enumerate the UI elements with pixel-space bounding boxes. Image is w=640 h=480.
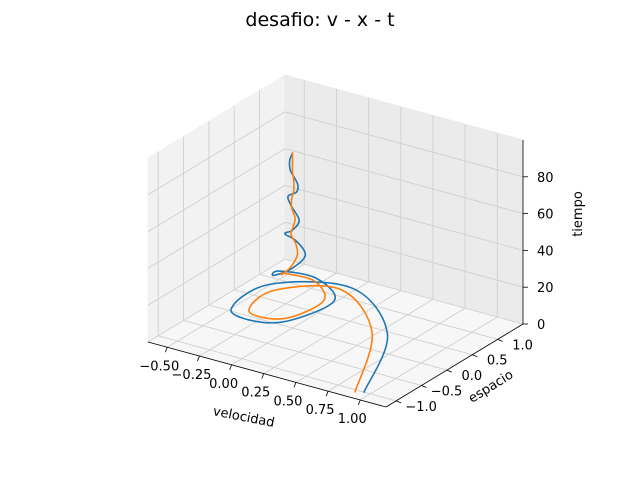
z-tick-label: 40 xyxy=(537,244,554,259)
grid-line-y-floor xyxy=(234,289,473,356)
grid-line-z-back xyxy=(284,221,524,288)
series-line-2 xyxy=(248,152,373,393)
grid-line-x-floor xyxy=(263,290,402,375)
grid-line-y-floor xyxy=(259,273,498,340)
z-tick-label: 60 xyxy=(537,208,554,223)
x-tick-mark xyxy=(357,399,361,406)
grid-line-z-left xyxy=(147,185,286,269)
x-tick-mark xyxy=(229,364,232,370)
grid-line-x-floor xyxy=(327,307,466,392)
y-tick-mark xyxy=(497,338,503,342)
grid-line-z-left xyxy=(147,148,286,232)
y-tick-mark xyxy=(395,400,402,404)
y-tick-mark xyxy=(421,385,427,388)
y-tick-mark xyxy=(446,369,453,373)
grid-line-z-back xyxy=(284,258,524,325)
grid-line-z-left xyxy=(147,111,286,196)
grid-lines xyxy=(147,80,524,402)
x-tick-label: −0.50 xyxy=(139,359,179,374)
y-tick-mark xyxy=(472,354,478,358)
series-line-1 xyxy=(230,152,389,393)
x-tick-label: −0.25 xyxy=(172,368,212,383)
z-axis-label: tiempo xyxy=(571,191,586,237)
grid-line-z-back xyxy=(284,111,524,178)
x-tick-label: 0.25 xyxy=(241,386,270,401)
x-axis-label: velocidad xyxy=(212,404,276,431)
grid-line-y-floor xyxy=(208,304,448,371)
x-tick-label: 0.00 xyxy=(209,377,238,392)
grid-line-z-back xyxy=(284,184,524,251)
grid-line-x-floor xyxy=(231,281,369,366)
x-tick-mark xyxy=(197,355,200,362)
grid-line-x-floor xyxy=(360,316,498,401)
x-tick-mark xyxy=(164,347,168,353)
x-tick-mark xyxy=(293,382,297,388)
y-tick-label: 0.5 xyxy=(487,354,508,369)
x-tick-label: 0.75 xyxy=(306,403,335,418)
grid-line-y-floor xyxy=(183,320,422,386)
grid-line-x-floor xyxy=(167,263,305,348)
grid-line-z-back xyxy=(284,148,524,215)
x-axis-line xyxy=(147,341,387,408)
y-tick-label: −0.5 xyxy=(431,384,463,399)
z-tick-label: 0 xyxy=(537,318,545,333)
x-tick-label: 1.00 xyxy=(338,412,367,427)
grid-line-z-left xyxy=(147,221,286,306)
grid-line-y-floor xyxy=(158,335,397,402)
grid-line-x-floor xyxy=(199,272,337,357)
grid-line-x-floor xyxy=(295,299,434,383)
y-tick-label: −1.0 xyxy=(405,400,437,415)
y-tick-label: 0.0 xyxy=(462,369,483,384)
grid-line-z-left xyxy=(147,258,286,343)
y-axis-line xyxy=(385,323,524,408)
y-tick-label: 1.0 xyxy=(512,338,533,353)
chart-title: desafio: v - x - t xyxy=(245,9,394,31)
x-tick-mark xyxy=(261,373,265,379)
x-tick-mark xyxy=(325,391,329,397)
x-tick-label: 0.50 xyxy=(273,394,302,409)
data-series xyxy=(230,152,389,393)
z-tick-label: 20 xyxy=(537,281,554,296)
axis-ticks: −0.50−0.250.000.250.500.751.00−1.0−0.50.… xyxy=(139,140,554,427)
z-tick-label: 80 xyxy=(537,171,554,186)
